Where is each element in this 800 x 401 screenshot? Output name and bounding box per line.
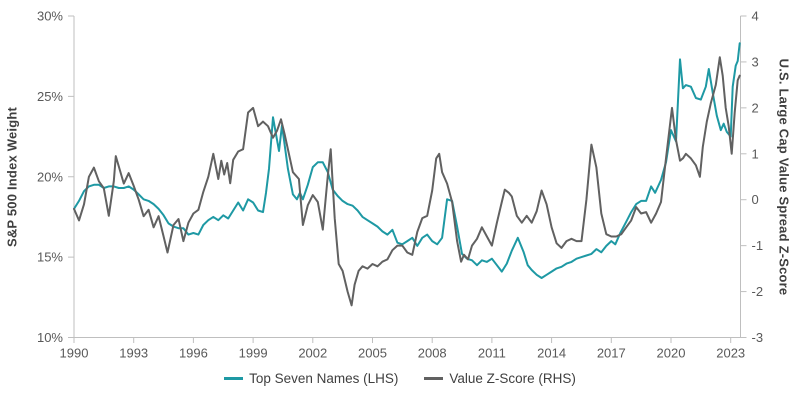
right-axis-tick-label: 0 <box>752 192 759 207</box>
x-axis-tick-label: 2005 <box>358 346 387 361</box>
left-axis-tick-label: 25% <box>37 89 63 104</box>
x-axis-tick-label: 2014 <box>537 346 566 361</box>
right-axis-tick-label: 4 <box>752 9 759 24</box>
legend: Top Seven Names (LHS) Value Z-Score (RHS… <box>0 371 800 386</box>
legend-line-teal-icon <box>224 377 244 380</box>
right-axis-tick-label: 2 <box>752 100 759 115</box>
x-axis-tick-label: 2020 <box>657 346 686 361</box>
right-axis-tick-label: 1 <box>752 146 759 161</box>
x-axis-tick-label: 1996 <box>179 346 208 361</box>
x-axis-tick-label: 2017 <box>597 346 626 361</box>
left-axis-tick-label: 20% <box>37 169 63 184</box>
left-axis-tick-label: 30% <box>37 9 63 24</box>
series-line-value-zscore <box>73 56 741 307</box>
right-axis-tick-label: -3 <box>752 330 764 345</box>
right-axis-title: U.S. Large Cap Value Spread Z-Score <box>776 58 792 296</box>
right-axis-tick-label: 3 <box>752 54 759 69</box>
x-axis-tick-label: 2008 <box>418 346 447 361</box>
right-axis-tick-label: -2 <box>752 284 764 299</box>
x-axis-tick-label: 1999 <box>239 346 268 361</box>
legend-line-gray-icon <box>424 377 444 380</box>
legend-item-value-zscore: Value Z-Score (RHS) <box>424 371 576 386</box>
right-axis-tick-label: -1 <box>752 238 764 253</box>
series-line-top-seven <box>73 42 741 279</box>
x-axis-tick-label: 2002 <box>298 346 327 361</box>
x-axis-tick-label: 1993 <box>119 346 148 361</box>
left-axis-title: S&P 500 Index Weight <box>4 106 20 248</box>
legend-item-top-seven: Top Seven Names (LHS) <box>224 371 398 386</box>
legend-label-value-zscore: Value Z-Score (RHS) <box>449 371 576 386</box>
legend-label-top-seven: Top Seven Names (LHS) <box>249 371 399 386</box>
x-axis-tick-label: 1990 <box>60 346 89 361</box>
left-axis-tick-label: 15% <box>37 250 63 265</box>
x-axis-tick-label: 2023 <box>716 346 745 361</box>
left-axis-tick-label: 10% <box>37 330 63 345</box>
x-axis-tick-label: 2011 <box>478 346 506 361</box>
